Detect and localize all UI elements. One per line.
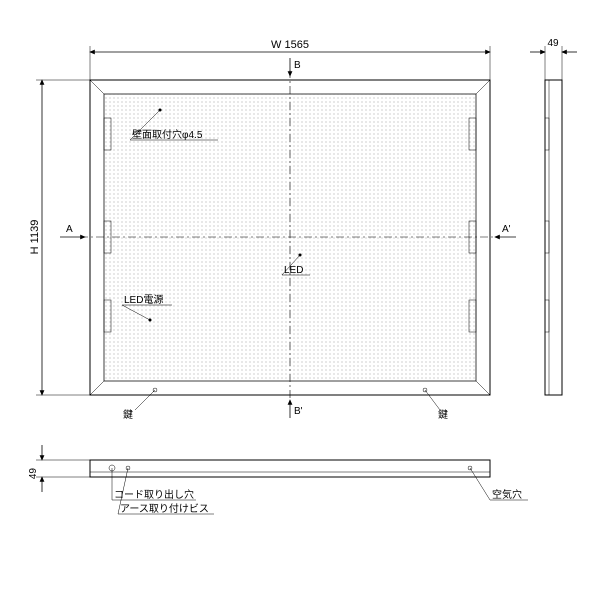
key-left-label: 鍵	[123, 408, 133, 421]
air-hole-label: 空気穴	[492, 488, 522, 501]
wall-hole-label: 壁面取付穴φ4.5	[132, 128, 203, 141]
depth-dim-left: 49	[28, 468, 39, 480]
front-view: 壁面取付穴φ4.5 LED LED電源 鍵 鍵	[80, 70, 500, 421]
section-B: B	[290, 58, 301, 76]
svg-text:A': A'	[502, 224, 511, 235]
key-right-label: 鍵	[438, 408, 448, 421]
svg-text:B: B	[294, 60, 301, 71]
section-Bp: B'	[290, 400, 303, 418]
earth-screw-label: アース取り付けビス	[120, 502, 209, 515]
bottom-view: コード取り出し穴 アース取り付けビス 空気穴	[90, 460, 528, 515]
section-A: A	[60, 224, 85, 237]
svg-text:B': B'	[294, 406, 303, 417]
width-dim-label: W 1565	[271, 39, 309, 51]
svg-text:A: A	[66, 224, 73, 235]
led-label: LED	[284, 265, 303, 276]
side-view	[545, 80, 562, 395]
led-power-label: LED電源	[124, 293, 163, 306]
depth-dim-top: 49	[547, 38, 559, 49]
cord-hole-label: コード取り出し穴	[114, 488, 194, 501]
height-dim-label: H 1139	[29, 220, 41, 255]
section-Ap: A'	[495, 224, 516, 237]
